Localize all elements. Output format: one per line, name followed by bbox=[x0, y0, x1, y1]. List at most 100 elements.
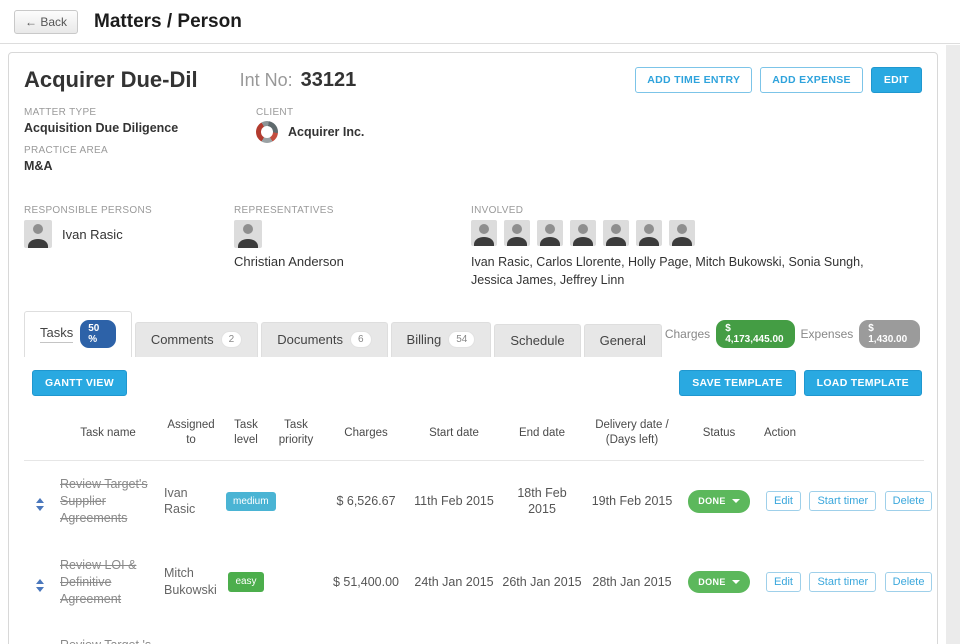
involved-avatar[interactable] bbox=[471, 220, 497, 246]
involved-avatar[interactable] bbox=[669, 220, 695, 246]
tab-schedule[interactable]: Schedule bbox=[494, 324, 581, 358]
matter-type-label: MATTER TYPE bbox=[24, 107, 97, 118]
task-name: Review Target's Supplier Agreements bbox=[60, 477, 148, 525]
edit-button[interactable]: EDIT bbox=[870, 67, 922, 93]
task-priority bbox=[270, 622, 322, 644]
involved-avatars bbox=[471, 220, 896, 246]
expenses-total-badge: $ 1,430.00 bbox=[859, 320, 920, 349]
page-title: Matters / Person bbox=[94, 10, 242, 32]
column-header-action: Action bbox=[760, 406, 924, 462]
table-header-row: Task name Assigned to Task level Task pr… bbox=[24, 406, 924, 462]
client-logo-icon bbox=[256, 121, 278, 143]
delivery-date: 28th Jan 2015 bbox=[592, 574, 672, 589]
column-header-status: Status bbox=[678, 406, 760, 462]
status-dropdown[interactable]: DONE bbox=[688, 490, 750, 513]
top-bar: ← Back Matters / Person bbox=[0, 0, 960, 44]
involved-avatar[interactable] bbox=[504, 220, 530, 246]
client-name[interactable]: Acquirer Inc. bbox=[288, 125, 365, 139]
matter-header-buttons: ADD TIME ENTRY ADD EXPENSE EDIT bbox=[635, 67, 922, 93]
start-date: 11th Feb 2015 bbox=[414, 494, 494, 508]
table-row: Review Target's Supplier Agreements Ivan… bbox=[24, 461, 933, 542]
end-date: 20th Feb 2015 bbox=[498, 622, 586, 644]
practice-area-label: PRACTICE AREA bbox=[24, 145, 108, 156]
int-no-label: Int No: bbox=[239, 70, 293, 90]
responsible-person-name: Ivan Rasic bbox=[62, 226, 123, 242]
load-template-button[interactable]: LOAD TEMPLATE bbox=[803, 370, 922, 397]
task-name: Review Target 's Customer Agreements bbox=[60, 638, 151, 644]
gantt-view-button[interactable]: GANTT VIEW bbox=[32, 370, 127, 397]
matter-title: Acquirer Due-Dil bbox=[24, 67, 198, 92]
responsible-persons-label: RESPONSIBLE PERSONS bbox=[24, 205, 152, 216]
responsible-person-avatar[interactable] bbox=[24, 220, 52, 248]
start-date: 17th Feb 2015 bbox=[410, 622, 498, 644]
involved-avatar[interactable] bbox=[603, 220, 629, 246]
comments-count-badge: 2 bbox=[220, 331, 243, 349]
edit-task-button[interactable]: Edit bbox=[766, 491, 801, 512]
representatives-label: REPRESENTATIVES bbox=[234, 205, 334, 216]
tasks-table: Task name Assigned to Task level Task pr… bbox=[24, 406, 933, 644]
task-level-badge: easy bbox=[228, 572, 264, 592]
matter-totals: Charges $ 4,173,445.00 Expenses $ 1,430.… bbox=[665, 320, 922, 357]
task-priority bbox=[270, 461, 322, 542]
assigned-to: Mitch Bukowski bbox=[164, 566, 217, 598]
drag-handle-icon[interactable] bbox=[36, 579, 44, 593]
charges-cell: $ 6,526.67 bbox=[336, 494, 396, 508]
end-date: 26th Jan 2015 bbox=[502, 574, 582, 589]
representative-name: Christian Anderson bbox=[234, 254, 344, 269]
involved-avatar[interactable] bbox=[537, 220, 563, 246]
start-date: 24th Jan 2015 bbox=[414, 574, 494, 589]
int-no-value: 33121 bbox=[300, 69, 357, 91]
tab-billing[interactable]: Billing 54 bbox=[390, 322, 492, 358]
edit-task-button[interactable]: Edit bbox=[766, 572, 801, 593]
task-priority bbox=[270, 542, 322, 623]
tab-documents[interactable]: Documents 6 bbox=[261, 322, 388, 358]
representative-avatar[interactable] bbox=[234, 220, 262, 248]
column-header-delivery-date: Delivery date / (Days left) bbox=[586, 406, 678, 462]
tab-general[interactable]: General bbox=[583, 324, 662, 358]
column-header-task-priority: Task priority bbox=[270, 406, 322, 462]
task-level-badge: medium bbox=[226, 491, 276, 512]
caret-down-icon bbox=[731, 499, 740, 504]
tab-tasks[interactable]: Tasks 50 % bbox=[24, 311, 132, 358]
tasks-progress-badge: 50 % bbox=[80, 320, 116, 349]
billing-count-badge: 54 bbox=[448, 331, 476, 349]
start-timer-button[interactable]: Start timer bbox=[809, 491, 877, 512]
documents-count-badge: 6 bbox=[349, 331, 372, 349]
column-header-assigned-to: Assigned to bbox=[160, 406, 222, 462]
task-name: Review LOI & Definitive Agreement bbox=[60, 557, 137, 606]
column-header-start-date: Start date bbox=[410, 406, 498, 462]
table-row: Review Target 's Customer Agreements Hol… bbox=[24, 622, 924, 644]
expenses-label: Expenses bbox=[800, 327, 854, 342]
back-button[interactable]: ← Back bbox=[14, 9, 79, 34]
client-label: CLIENT bbox=[256, 107, 294, 118]
involved-avatar[interactable] bbox=[636, 220, 662, 246]
delete-task-button[interactable]: Delete bbox=[884, 572, 933, 593]
internal-number: Int No: 33121 bbox=[240, 69, 357, 92]
end-date: 18th Feb 2015 bbox=[517, 485, 567, 517]
caret-down-icon bbox=[731, 580, 740, 585]
tasks-toolbar: GANTT VIEW SAVE TEMPLATE LOAD TEMPLATE bbox=[24, 370, 922, 397]
involved-label: INVOLVED bbox=[471, 205, 524, 216]
persons-section: RESPONSIBLE PERSONS Ivan Rasic REPRESENT… bbox=[24, 205, 922, 307]
start-timer-button[interactable]: Start timer bbox=[809, 572, 877, 593]
charges-total-badge: $ 4,173,445.00 bbox=[716, 320, 795, 349]
tab-bar: Tasks 50 % Comments 2 Documents 6 Billin… bbox=[24, 311, 922, 358]
matter-meta: MATTER TYPE Acquisition Due Diligence PR… bbox=[24, 107, 922, 183]
assigned-to: Ivan Rasic bbox=[164, 485, 196, 517]
column-header-end-date: End date bbox=[498, 406, 586, 462]
delete-task-button[interactable]: Delete bbox=[884, 491, 933, 512]
involved-avatar[interactable] bbox=[570, 220, 596, 246]
drag-handle-icon[interactable] bbox=[36, 498, 44, 512]
tab-comments[interactable]: Comments 2 bbox=[134, 322, 259, 358]
save-template-button[interactable]: SAVE TEMPLATE bbox=[679, 370, 796, 397]
scrollbar-track[interactable] bbox=[946, 45, 960, 644]
column-header-task-level: Task level bbox=[222, 406, 270, 462]
involved-names: Ivan Rasic, Carlos Llorente, Holly Page,… bbox=[471, 255, 864, 288]
table-row: Review LOI & Definitive Agreement Mitch … bbox=[24, 542, 933, 623]
charges-label: Charges bbox=[664, 327, 711, 342]
column-header-charges: Charges bbox=[322, 406, 410, 462]
assigned-to: Holly Page bbox=[160, 622, 222, 644]
add-time-entry-button[interactable]: ADD TIME ENTRY bbox=[635, 67, 753, 93]
add-expense-button[interactable]: ADD EXPENSE bbox=[760, 67, 863, 93]
status-dropdown[interactable]: DONE bbox=[688, 570, 750, 594]
